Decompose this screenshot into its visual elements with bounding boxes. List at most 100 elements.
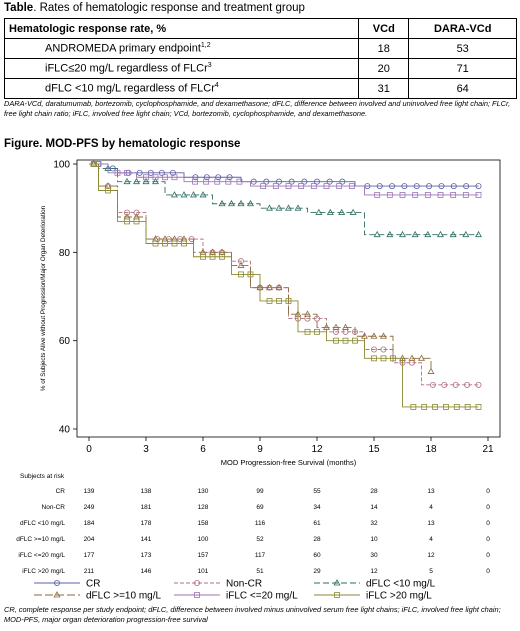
censor-marker xyxy=(411,230,419,238)
censor-marker xyxy=(124,218,130,225)
censor-marker xyxy=(389,183,396,190)
table-caption: Table. Rates of hematologic response and… xyxy=(4,2,305,14)
censor-marker xyxy=(236,178,243,185)
row-label: iFLC≤20 mg/L regardless of FLCr3 xyxy=(3,58,360,79)
censor-marker xyxy=(399,230,406,238)
x-tick-label: 21 xyxy=(482,444,494,455)
table-row: iFLC≤20 mg/L regardless of FLCr3 20 71 xyxy=(3,58,517,79)
risk-row-label: CR xyxy=(56,488,66,495)
legend-marker xyxy=(193,579,200,586)
censor-marker xyxy=(266,204,273,211)
legend-label: Non-CR xyxy=(226,579,262,590)
cell-dara-vcd: 53 xyxy=(408,38,517,59)
censor-marker xyxy=(315,208,323,215)
censor-marker xyxy=(374,192,381,198)
risk-cell: 177 xyxy=(84,552,95,559)
censor-marker xyxy=(338,208,346,215)
censor-marker xyxy=(453,404,460,410)
censor-marker xyxy=(180,191,188,198)
censor-marker xyxy=(424,192,431,198)
censor-marker xyxy=(463,183,470,190)
risk-cell: 173 xyxy=(141,552,152,559)
legend-label: CR xyxy=(86,579,100,590)
x-tick-label: 9 xyxy=(257,444,263,455)
censor-marker xyxy=(214,178,221,185)
table-header-row: Hematologic response rate, % VCd DARA-VC… xyxy=(3,18,517,39)
censor-marker xyxy=(399,192,406,198)
censor-marker xyxy=(200,253,206,260)
censor-marker xyxy=(386,230,394,238)
risk-cell: 60 xyxy=(313,552,321,559)
y-tick-label: 40 xyxy=(59,425,71,436)
censor-marker xyxy=(133,209,140,216)
censor-marker xyxy=(462,230,470,238)
risk-cell: 99 xyxy=(256,488,264,495)
censor-marker xyxy=(449,230,457,238)
censor-marker xyxy=(266,298,273,304)
censor-marker xyxy=(450,183,457,190)
censor-marker xyxy=(323,183,330,189)
risk-cell: 178 xyxy=(141,520,152,527)
km-step-line xyxy=(89,163,479,408)
censor-marker xyxy=(90,161,97,167)
km-step-line xyxy=(89,163,479,386)
censor-marker xyxy=(171,191,178,198)
censor-marker xyxy=(143,174,149,181)
censor-marker xyxy=(105,187,111,194)
legend-label: iFLC <=20 mg/L xyxy=(226,591,298,602)
censor-marker xyxy=(192,178,198,185)
censor-marker xyxy=(162,240,168,247)
censor-marker xyxy=(136,169,143,176)
figure-footnote: CR, complete response per study endpoint… xyxy=(4,605,501,624)
censor-marker xyxy=(332,323,340,330)
x-axis-label: MOD Progression-free Survival (months) xyxy=(221,458,357,467)
header-vcd: VCd xyxy=(358,18,410,39)
censor-marker xyxy=(475,381,482,388)
censor-marker xyxy=(260,183,267,189)
risk-cell: 13 xyxy=(427,488,435,495)
risk-cell: 128 xyxy=(198,504,209,511)
risk-cell: 0 xyxy=(486,488,490,495)
censor-marker xyxy=(432,404,438,410)
censor-marker xyxy=(370,332,378,339)
censor-marker xyxy=(285,298,292,304)
risk-cell: 146 xyxy=(141,568,152,575)
censor-marker xyxy=(336,183,343,189)
censor-marker xyxy=(418,354,425,361)
y-tick-label: 80 xyxy=(59,248,71,259)
risk-cell: 117 xyxy=(255,552,266,559)
censor-marker xyxy=(275,283,283,291)
risk-cell: 249 xyxy=(84,504,95,511)
response-rate-table: Hematologic response rate, % VCd DARA-VC… xyxy=(3,18,517,99)
censor-marker xyxy=(421,404,428,410)
censor-marker xyxy=(226,174,233,181)
censor-marker xyxy=(275,204,283,211)
risk-cell: 138 xyxy=(141,488,152,495)
censor-marker xyxy=(171,240,178,247)
censor-marker xyxy=(475,230,482,238)
censor-marker xyxy=(323,323,330,330)
censor-marker xyxy=(275,178,282,185)
censor-marker xyxy=(288,178,295,185)
risk-cell: 55 xyxy=(313,488,321,495)
censor-marker xyxy=(376,183,383,190)
censor-marker xyxy=(342,323,349,330)
risk-cell: 69 xyxy=(256,504,264,511)
censor-marker xyxy=(238,271,244,278)
risk-cell: 61 xyxy=(313,520,321,527)
censor-marker xyxy=(438,183,445,190)
header-dara-vcd: DARA-VCd xyxy=(408,18,517,39)
censor-marker xyxy=(218,199,226,207)
censor-marker xyxy=(133,177,140,185)
legend-marker xyxy=(54,579,61,586)
censor-marker xyxy=(181,240,187,247)
risk-cell: 0 xyxy=(486,504,490,511)
legend-marker xyxy=(194,592,200,598)
chart-axes: 40 60 80 100 0 3 6 9 12 15 18 21 MOD Progression-fre… xyxy=(40,160,501,467)
censor-marker xyxy=(123,177,131,185)
censor-marker xyxy=(427,367,435,374)
risk-cell: 14 xyxy=(370,504,378,511)
censor-marker xyxy=(352,337,358,344)
censor-marker xyxy=(386,192,393,198)
censor-marker xyxy=(380,355,387,362)
